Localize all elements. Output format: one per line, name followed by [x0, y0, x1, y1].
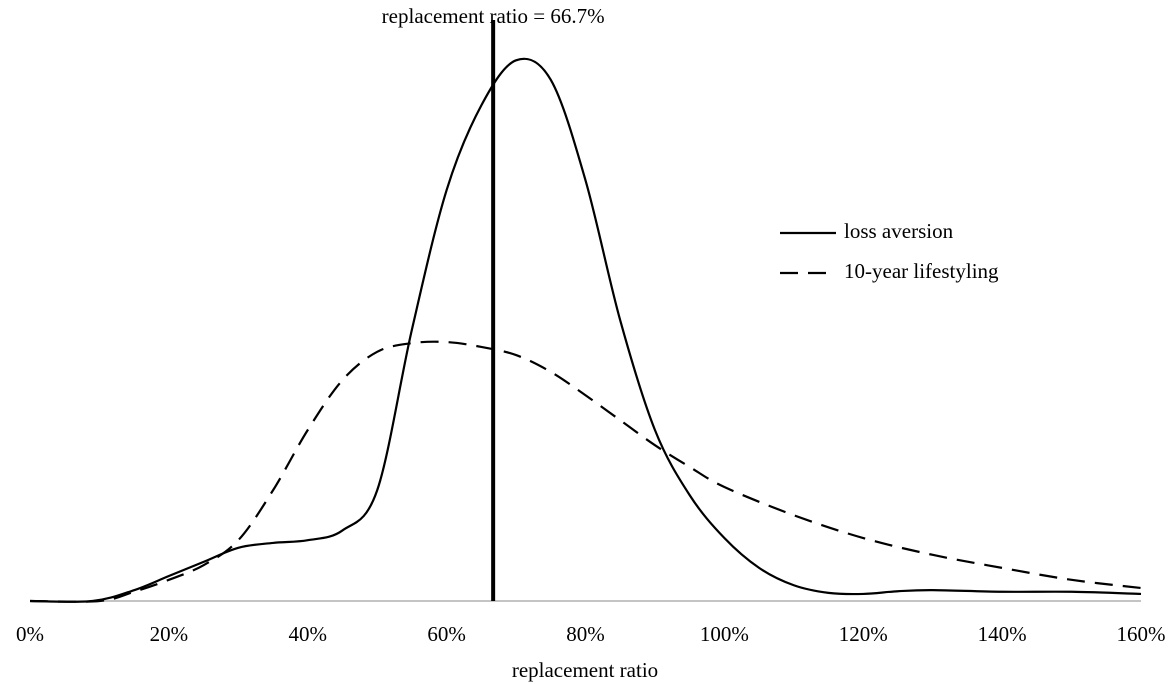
x-tick-label: 80% [566, 622, 605, 646]
x-tick-label: 60% [427, 622, 466, 646]
x-tick-label: 20% [150, 622, 189, 646]
x-tick-label: 160% [1117, 622, 1166, 646]
x-tick-label: 0% [16, 622, 44, 646]
x-tick-label: 40% [289, 622, 328, 646]
x-tick-label: 140% [978, 622, 1027, 646]
reference-label: replacement ratio = 66.7% [382, 4, 605, 28]
x-axis-label: replacement ratio [512, 658, 658, 682]
density-line [29, 340, 1142, 603]
legend-label: 10-year lifestyling [844, 259, 999, 283]
legend-label: loss aversion [844, 219, 954, 243]
density-line [29, 57, 1142, 603]
x-tick-label: 120% [839, 622, 888, 646]
x-tick-label: 100% [700, 622, 749, 646]
